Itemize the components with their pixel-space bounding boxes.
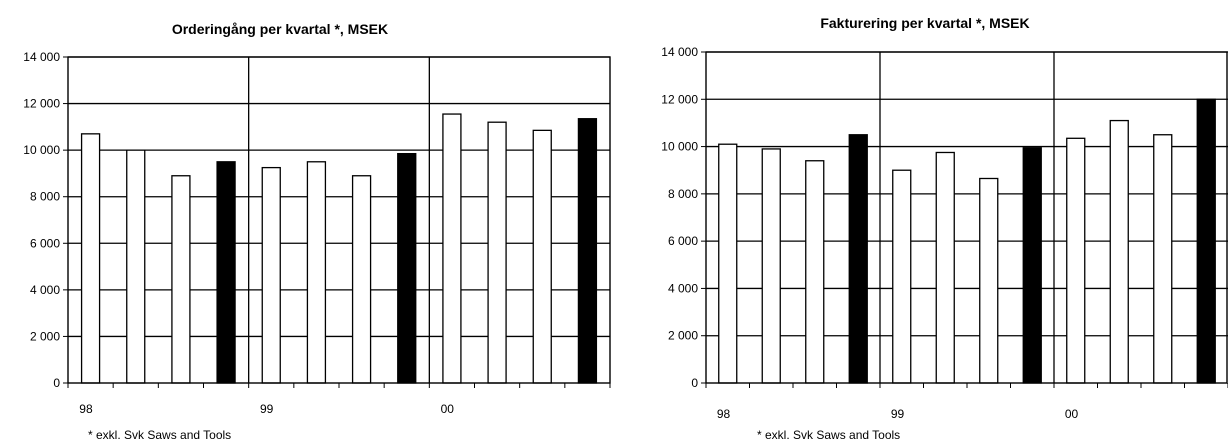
x-tick-label: 00 (441, 402, 455, 416)
y-tick-label: 0 (53, 376, 60, 390)
chart-title: Orderingång per kvartal *, MSEK (172, 21, 388, 37)
y-tick-label: 4 000 (30, 283, 60, 297)
y-tick-label: 2 000 (30, 329, 60, 343)
bar-98-q4 (848, 134, 868, 384)
x-tick-labels: 98 99 00 (717, 407, 1079, 421)
y-tick-label: 12 000 (661, 92, 698, 106)
bar-98-q3 (171, 175, 191, 384)
y-tick-labels: 0 2 000 4 000 6 000 8 000 10 000 12 000 14 000 (661, 45, 698, 390)
axes (701, 51, 1228, 388)
plot-frame (67, 56, 611, 384)
bar-98-q4 (216, 161, 236, 384)
bar-99-q3 (979, 177, 999, 384)
grid (706, 51, 1228, 383)
y-tick-label: 4 000 (668, 281, 698, 295)
axes (63, 56, 611, 388)
bar-99-q2 (306, 161, 327, 384)
y-tick-label: 10 000 (23, 143, 60, 157)
bar-99-q4 (397, 152, 417, 384)
bar-98-q2 (761, 148, 781, 384)
bars (718, 98, 1216, 384)
footnote: * exkl. Svk Saws and Tools (88, 428, 231, 442)
bar-00-q2 (487, 121, 507, 384)
bar-00-q3 (1153, 134, 1173, 384)
bar-99-q1 (261, 166, 281, 384)
y-tick-label: 12 000 (23, 97, 60, 111)
bar-99-q3 (351, 175, 372, 384)
y-tick-label: 14 000 (661, 45, 698, 59)
y-tick-label: 8 000 (30, 190, 60, 204)
footnote: * exkl. Svk Saws and Tools (757, 428, 900, 442)
x-tick-label: 98 (79, 402, 93, 416)
bar-00-q1 (1066, 137, 1086, 384)
bar-98-q3 (805, 160, 825, 384)
bar-98-q1 (80, 133, 101, 384)
bar-99-q2 (935, 151, 955, 384)
y-tick-label: 2 000 (668, 329, 698, 343)
x-tick-labels: 98 99 00 (79, 402, 454, 416)
x-tick-label: 00 (1065, 407, 1079, 421)
y-tick-label: 14 000 (23, 50, 60, 64)
chart-fakturering: Fakturering per kvartal *, MSEK 0 2 000 4 … (661, 15, 1228, 442)
chart-orderingang: Orderingång per kvartal *, MSEK 0 2 000 4 … (23, 21, 611, 442)
bar-00-q4 (1196, 98, 1216, 384)
y-tick-label: 10 000 (661, 140, 698, 154)
bar-98-q2 (126, 149, 146, 384)
x-tick-label: 98 (717, 407, 731, 421)
y-tick-label: 0 (691, 376, 698, 390)
plot-frame (705, 51, 1228, 384)
x-tick-label: 99 (260, 402, 274, 416)
grid (68, 56, 610, 383)
bar-00-q4 (577, 118, 598, 384)
y-tick-label: 8 000 (668, 187, 698, 201)
chart-title: Fakturering per kvartal *, MSEK (820, 15, 1029, 31)
bars (80, 113, 598, 384)
x-tick-label: 99 (891, 407, 905, 421)
bar-00-q3 (532, 129, 552, 384)
bar-99-q1 (892, 169, 912, 384)
bar-98-q1 (718, 143, 738, 384)
bar-00-q1 (442, 113, 462, 384)
y-tick-label: 6 000 (30, 236, 60, 250)
bar-99-q4 (1022, 147, 1042, 384)
bar-00-q2 (1109, 119, 1129, 384)
y-tick-labels: 0 2 000 4 000 6 000 8 000 10 000 12 000 14 000 (23, 50, 60, 390)
y-tick-label: 6 000 (668, 234, 698, 248)
